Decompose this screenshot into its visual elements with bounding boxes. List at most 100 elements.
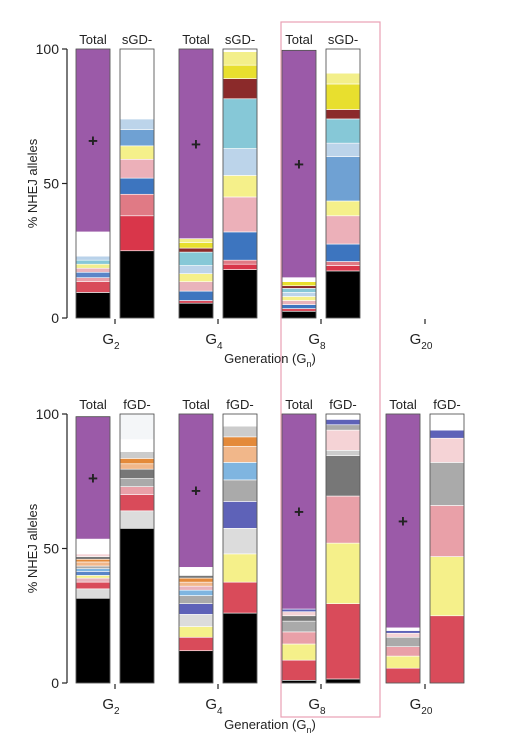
x-tick-label-sub: 2: [114, 706, 120, 717]
y-tick-label: 100: [36, 406, 60, 422]
bar-segment: [385, 655, 421, 669]
x-axis-title: Generation (Gn): [224, 351, 316, 369]
bar-segment: [178, 251, 214, 266]
bar-segment: [119, 510, 155, 529]
bar-segment: [178, 581, 214, 587]
bar-segment: [222, 78, 258, 100]
bar-segment: [222, 528, 258, 555]
bar-segment: [75, 271, 111, 278]
bar-segment: [178, 281, 214, 292]
bar-segment: [75, 48, 111, 233]
stacked-bar-total: Total +: [75, 397, 111, 684]
bar-segment: [75, 558, 111, 563]
bar-segment: [385, 627, 421, 631]
x-tick-label-sub: 20: [421, 341, 433, 352]
bar-segment: [222, 425, 258, 438]
bar-segment: [385, 646, 421, 657]
plus-marker: +: [294, 503, 304, 522]
y-tick-label: 50: [43, 176, 59, 192]
bar-segment: [119, 250, 155, 319]
bar-segment: [222, 259, 258, 265]
bar-segment: [119, 486, 155, 496]
bar-outline: [281, 49, 317, 319]
bar-segment: [325, 419, 361, 426]
bar-segment: [385, 413, 421, 629]
stacked-bar-total: Total +: [75, 32, 111, 319]
plus-marker: +: [294, 155, 304, 174]
bar-name-label: fGD-: [123, 397, 150, 412]
bar-outline: [325, 413, 361, 684]
bar-outline: [385, 413, 421, 684]
bar-segment: [119, 177, 155, 195]
bar-segment: [429, 437, 465, 463]
bar-outline: [222, 48, 258, 319]
bar-segment: [119, 48, 155, 120]
bar-segment: [325, 72, 361, 85]
bar-segment: [325, 200, 361, 217]
y-tick-label: 100: [36, 41, 60, 57]
x-tick-label: G2: [102, 331, 120, 352]
bar-segment: [325, 265, 361, 272]
bar-segment: [281, 296, 317, 301]
bar-segment: [178, 48, 214, 239]
bar-segment: [222, 479, 258, 502]
bar-segment: [178, 595, 214, 604]
x-axis-title: Generation (Gn): [224, 717, 316, 735]
y-tick-label: 0: [51, 310, 59, 326]
bar-segment: [325, 424, 361, 431]
bar-segment: [75, 259, 111, 265]
bar-segment: [178, 650, 214, 684]
bar-segment: [429, 615, 465, 684]
bar-segment: [325, 156, 361, 202]
bar-segment: [75, 581, 111, 590]
bar-segment: [222, 501, 258, 529]
bar-segment: [281, 300, 317, 305]
x-tick-label-sub: 20: [421, 706, 433, 717]
bar-segment: [281, 288, 317, 293]
bar-segment: [75, 281, 111, 293]
bar-name-label: Total: [285, 32, 313, 47]
bar-segment: [119, 458, 155, 465]
stacked-bar-fgd: fGD-: [222, 397, 258, 684]
bar-segment: [325, 495, 361, 544]
bar-segment: [222, 231, 258, 261]
x-tick-label-sub: 8: [320, 706, 326, 717]
x-tick-label-main: G: [102, 331, 114, 348]
bar-segment: [325, 142, 361, 157]
bar-segment: [75, 577, 111, 583]
bar-segment: [385, 667, 421, 684]
bar-outline: [75, 48, 111, 319]
bar-segment: [178, 238, 214, 243]
stacked-bar-sgd: sGD-: [222, 32, 258, 319]
x-axis-title-tail: ): [312, 717, 316, 732]
x-axis-title-sub: n: [307, 359, 312, 369]
stacked-bar-fgd: fGD-: [325, 397, 361, 684]
bar-segment: [222, 612, 258, 684]
x-tick-label-sub: 4: [217, 341, 223, 352]
bar-segment: [325, 429, 361, 451]
bar-segment: [325, 118, 361, 144]
bar-segment: [325, 243, 361, 262]
y-tick-label: 50: [43, 541, 59, 557]
bar-segment: [119, 451, 155, 459]
bar-segment: [222, 413, 258, 427]
bar-segment: [75, 556, 111, 560]
x-tick-label-sub: 2: [114, 341, 120, 352]
bar-segment: [119, 118, 155, 131]
bar-segment: [222, 462, 258, 481]
bar-segment: [385, 636, 421, 647]
bar-segment: [281, 631, 317, 645]
bar-outline: [75, 416, 111, 684]
bar-segment: [281, 611, 317, 617]
bar-segment: [178, 265, 214, 274]
bar-outline: [119, 48, 155, 319]
bar-segment: [178, 273, 214, 282]
bar-segment: [325, 603, 361, 680]
bar-name-label: Total: [79, 397, 107, 412]
bar-segment: [119, 463, 155, 470]
bar-segment: [75, 568, 111, 572]
bar-segment: [222, 269, 258, 319]
bar-segment: [429, 429, 465, 439]
x-axis-title-sub: n: [307, 725, 312, 735]
